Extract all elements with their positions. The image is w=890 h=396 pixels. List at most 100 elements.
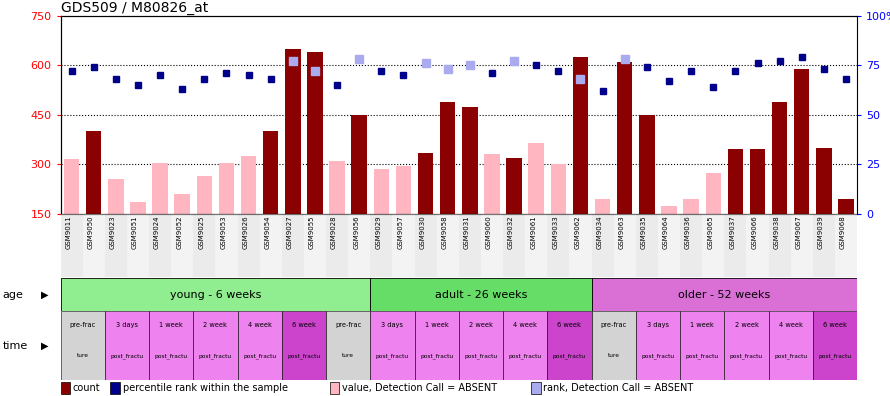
Bar: [481, 214, 503, 277]
Text: GSM9066: GSM9066: [751, 215, 757, 249]
Bar: [370, 214, 392, 277]
Bar: [592, 214, 614, 277]
Text: post_fractu: post_fractu: [730, 353, 763, 359]
Bar: [370, 311, 415, 380]
Text: post_fractu: post_fractu: [287, 353, 320, 359]
Bar: [592, 278, 857, 311]
Text: value, Detection Call = ABSENT: value, Detection Call = ABSENT: [342, 383, 498, 393]
Bar: [658, 214, 680, 277]
Bar: [614, 214, 635, 277]
Bar: [61, 278, 370, 311]
Bar: [503, 214, 525, 277]
Bar: [418, 153, 433, 214]
Text: GSM9050: GSM9050: [88, 215, 93, 249]
Text: GSM9011: GSM9011: [66, 215, 71, 249]
Text: ▶: ▶: [41, 289, 48, 300]
Text: post_fractu: post_fractu: [376, 353, 409, 359]
Text: ture: ture: [608, 353, 619, 358]
Bar: [749, 149, 765, 214]
Bar: [149, 311, 193, 380]
Text: 6 week: 6 week: [557, 322, 581, 328]
Text: ture: ture: [342, 353, 354, 358]
Text: GSM9060: GSM9060: [486, 215, 492, 249]
Text: GSM9029: GSM9029: [376, 215, 381, 249]
Bar: [105, 214, 127, 277]
Bar: [61, 311, 105, 380]
Bar: [307, 52, 323, 214]
Text: 4 week: 4 week: [779, 322, 803, 328]
Text: post_fractu: post_fractu: [155, 353, 188, 359]
Bar: [551, 164, 566, 214]
Bar: [86, 131, 101, 214]
Text: 2 week: 2 week: [734, 322, 758, 328]
Text: GSM9053: GSM9053: [221, 215, 226, 249]
Text: GSM9034: GSM9034: [596, 215, 603, 249]
Bar: [459, 311, 503, 380]
Text: pre-frac: pre-frac: [69, 322, 96, 328]
Text: GSM9027: GSM9027: [287, 215, 293, 249]
Bar: [617, 62, 633, 214]
Bar: [680, 214, 702, 277]
Bar: [392, 214, 415, 277]
Bar: [547, 311, 592, 380]
Bar: [61, 214, 83, 277]
Bar: [152, 163, 168, 214]
Bar: [835, 214, 857, 277]
Bar: [547, 214, 570, 277]
Text: 4 week: 4 week: [514, 322, 537, 328]
Bar: [525, 214, 547, 277]
Bar: [772, 102, 788, 214]
Bar: [724, 311, 769, 380]
Text: GSM9055: GSM9055: [309, 215, 315, 249]
Bar: [680, 311, 724, 380]
Text: GSM9062: GSM9062: [574, 215, 580, 249]
Bar: [282, 311, 326, 380]
Text: GSM9061: GSM9061: [530, 215, 537, 249]
Text: rank, Detection Call = ABSENT: rank, Detection Call = ABSENT: [543, 383, 693, 393]
Text: GSM9063: GSM9063: [619, 215, 625, 249]
Text: post_fractu: post_fractu: [243, 353, 276, 359]
Text: GSM9031: GSM9031: [464, 215, 470, 249]
Bar: [219, 163, 234, 214]
Bar: [215, 214, 238, 277]
Text: percentile rank within the sample: percentile rank within the sample: [123, 383, 287, 393]
Bar: [813, 311, 857, 380]
Text: 2 week: 2 week: [469, 322, 493, 328]
Text: GSM9057: GSM9057: [398, 215, 403, 249]
Bar: [769, 214, 790, 277]
Text: GSM9033: GSM9033: [553, 215, 558, 249]
Text: 3 days: 3 days: [116, 322, 138, 328]
Text: GSM9054: GSM9054: [264, 215, 271, 249]
Text: GSM9037: GSM9037: [730, 215, 735, 249]
Bar: [592, 311, 635, 380]
Bar: [661, 206, 676, 214]
Text: GSM9064: GSM9064: [663, 215, 669, 249]
Bar: [635, 214, 658, 277]
Bar: [238, 311, 282, 380]
Bar: [529, 143, 544, 214]
Text: 1 week: 1 week: [691, 322, 714, 328]
Text: GSM9039: GSM9039: [818, 215, 824, 249]
Text: post_fractu: post_fractu: [774, 353, 807, 359]
Text: post_fractu: post_fractu: [685, 353, 719, 359]
Bar: [790, 214, 813, 277]
Text: post_fractu: post_fractu: [420, 353, 453, 359]
Text: 1 week: 1 week: [159, 322, 183, 328]
Text: post_fractu: post_fractu: [553, 353, 586, 359]
Text: GSM9030: GSM9030: [419, 215, 425, 249]
Text: GSM9036: GSM9036: [685, 215, 692, 249]
Text: GSM9035: GSM9035: [641, 215, 647, 249]
Bar: [724, 214, 747, 277]
Text: GSM9038: GSM9038: [773, 215, 780, 249]
Text: time: time: [3, 341, 28, 351]
Text: 6 week: 6 week: [292, 322, 316, 328]
Bar: [197, 176, 212, 214]
Bar: [794, 69, 810, 214]
Text: older - 52 weeks: older - 52 weeks: [678, 289, 771, 300]
Bar: [573, 57, 588, 214]
Text: 6 week: 6 week: [823, 322, 847, 328]
Text: post_fractu: post_fractu: [110, 353, 143, 359]
Text: GSM9024: GSM9024: [154, 215, 160, 249]
Text: 2 week: 2 week: [204, 322, 227, 328]
Bar: [728, 149, 743, 214]
